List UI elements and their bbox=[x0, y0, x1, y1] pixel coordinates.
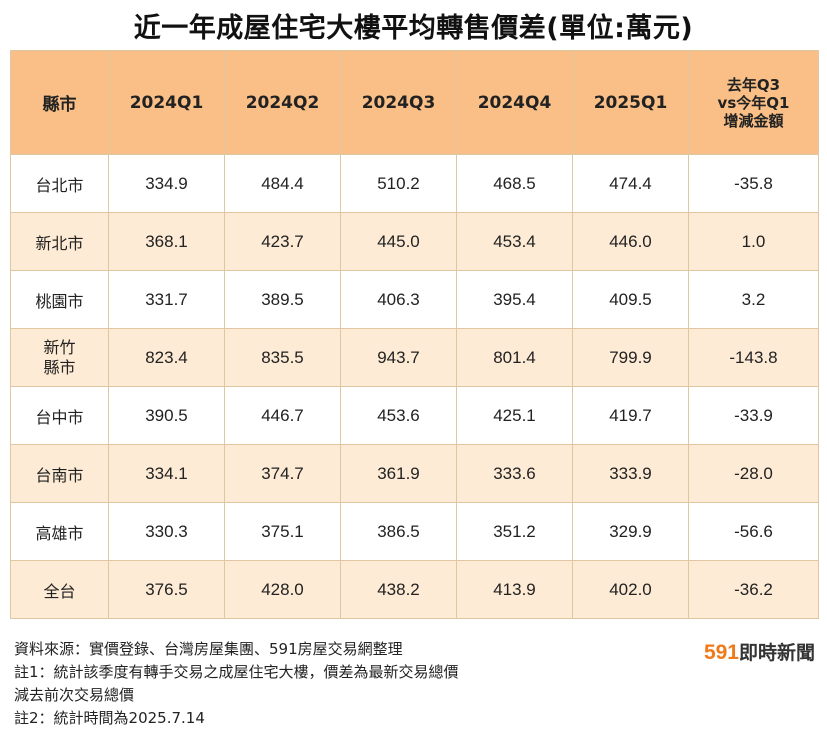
value-cell: 484.4 bbox=[224, 154, 341, 213]
value-cell: 445.0 bbox=[340, 212, 457, 271]
header-2024q4: 2024Q4 bbox=[456, 50, 573, 155]
city-cell: 台中市 bbox=[10, 386, 109, 445]
header-change: 去年Q3 vs今年Q1 增減金額 bbox=[688, 50, 819, 155]
value-cell: 329.9 bbox=[572, 502, 689, 561]
value-cell: 409.5 bbox=[572, 270, 689, 329]
city-cell: 桃園市 bbox=[10, 270, 109, 329]
price-difference-table: 縣市 2024Q1 2024Q2 2024Q3 2024Q4 2025Q1 去年… bbox=[10, 50, 819, 619]
change-cell: 1.0 bbox=[688, 212, 819, 271]
city-cell: 新竹 縣市 bbox=[10, 328, 109, 387]
header-2024q3: 2024Q3 bbox=[340, 50, 457, 155]
source-note: 資料來源：實價登錄、台灣房屋集團、591房屋交易網整理 bbox=[14, 640, 403, 658]
header-change-line: 增減金額 bbox=[723, 111, 784, 130]
value-cell: 446.7 bbox=[224, 386, 341, 445]
value-cell: 330.3 bbox=[108, 502, 225, 561]
brand-logo: 591即時新聞 bbox=[704, 638, 815, 665]
change-cell: -33.9 bbox=[688, 386, 819, 445]
note-1-line-1: 註1：統計該季度有轉手交易之成屋住宅大樓，價差為最新交易總價 bbox=[14, 663, 459, 681]
value-cell: 835.5 bbox=[224, 328, 341, 387]
value-cell: 376.5 bbox=[108, 560, 225, 619]
value-cell: 428.0 bbox=[224, 560, 341, 619]
value-cell: 943.7 bbox=[340, 328, 457, 387]
value-cell: 361.9 bbox=[340, 444, 457, 503]
value-cell: 351.2 bbox=[456, 502, 573, 561]
page-title: 近一年成屋住宅大樓平均轉售價差(單位:萬元) bbox=[133, 13, 694, 44]
value-cell: 468.5 bbox=[456, 154, 573, 213]
table-row: 高雄市 330.3 375.1 386.5 351.2 329.9 -56.6 bbox=[10, 502, 819, 561]
header-change-line: vs今年Q1 bbox=[717, 93, 790, 112]
city-cell: 新北市 bbox=[10, 212, 109, 271]
city-cell: 台南市 bbox=[10, 444, 109, 503]
change-cell: -56.6 bbox=[688, 502, 819, 561]
table-row: 台南市 334.1 374.7 361.9 333.6 333.9 -28.0 bbox=[10, 444, 819, 503]
city-name: 台中市 bbox=[35, 407, 84, 427]
value-cell: 374.7 bbox=[224, 444, 341, 503]
city-name: 台北市 bbox=[35, 175, 84, 195]
city-cell: 台北市 bbox=[10, 154, 109, 213]
change-cell: -36.2 bbox=[688, 560, 819, 619]
value-cell: 386.5 bbox=[340, 502, 457, 561]
value-cell: 446.0 bbox=[572, 212, 689, 271]
change-cell: -35.8 bbox=[688, 154, 819, 213]
value-cell: 453.6 bbox=[340, 386, 457, 445]
value-cell: 331.7 bbox=[108, 270, 225, 329]
value-cell: 425.1 bbox=[456, 386, 573, 445]
value-cell: 368.1 bbox=[108, 212, 225, 271]
value-cell: 402.0 bbox=[572, 560, 689, 619]
table-header-row: 縣市 2024Q1 2024Q2 2024Q3 2024Q4 2025Q1 去年… bbox=[10, 50, 819, 155]
value-cell: 419.7 bbox=[572, 386, 689, 445]
city-name: 新北市 bbox=[35, 233, 84, 253]
header-change-line: 去年Q3 bbox=[726, 75, 781, 94]
note-2: 註2：統計時間為2025.7.14 bbox=[14, 709, 205, 727]
table-row: 台北市 334.9 484.4 510.2 468.5 474.4 -35.8 bbox=[10, 154, 819, 213]
value-cell: 823.4 bbox=[108, 328, 225, 387]
city-cell: 全台 bbox=[10, 560, 109, 619]
value-cell: 375.1 bbox=[224, 502, 341, 561]
header-2025q1: 2025Q1 bbox=[572, 50, 689, 155]
table-row: 全台 376.5 428.0 438.2 413.9 402.0 -36.2 bbox=[10, 560, 819, 619]
brand-text: 即時新聞 bbox=[738, 642, 815, 664]
city-cell: 高雄市 bbox=[10, 502, 109, 561]
value-cell: 474.4 bbox=[572, 154, 689, 213]
header-2024q2: 2024Q2 bbox=[224, 50, 341, 155]
change-cell: -143.8 bbox=[688, 328, 819, 387]
value-cell: 413.9 bbox=[456, 560, 573, 619]
city-name: 縣市 bbox=[43, 357, 76, 377]
city-name: 高雄市 bbox=[35, 523, 84, 543]
value-cell: 334.9 bbox=[108, 154, 225, 213]
header-city: 縣市 bbox=[10, 50, 109, 155]
value-cell: 333.9 bbox=[572, 444, 689, 503]
city-name: 桃園市 bbox=[35, 291, 84, 311]
value-cell: 406.3 bbox=[340, 270, 457, 329]
value-cell: 438.2 bbox=[340, 560, 457, 619]
brand-number: 591 bbox=[703, 641, 739, 664]
table-row: 新竹 縣市 823.4 835.5 943.7 801.4 799.9 -143.8 bbox=[10, 328, 819, 387]
value-cell: 390.5 bbox=[108, 386, 225, 445]
change-cell: -28.0 bbox=[688, 444, 819, 503]
value-cell: 389.5 bbox=[224, 270, 341, 329]
table-row: 新北市 368.1 423.7 445.0 453.4 446.0 1.0 bbox=[10, 212, 819, 271]
city-name: 台南市 bbox=[35, 465, 84, 485]
table-row: 台中市 390.5 446.7 453.6 425.1 419.7 -33.9 bbox=[10, 386, 819, 445]
value-cell: 453.4 bbox=[456, 212, 573, 271]
city-name: 全台 bbox=[43, 581, 76, 601]
note-1-line-2: 減去前次交易總價 bbox=[14, 686, 135, 704]
value-cell: 799.9 bbox=[572, 328, 689, 387]
value-cell: 334.1 bbox=[108, 444, 225, 503]
table-row: 桃園市 331.7 389.5 406.3 395.4 409.5 3.2 bbox=[10, 270, 819, 329]
value-cell: 395.4 bbox=[456, 270, 573, 329]
header-2024q1: 2024Q1 bbox=[108, 50, 225, 155]
change-cell: 3.2 bbox=[688, 270, 819, 329]
city-name: 新竹 bbox=[43, 337, 76, 357]
value-cell: 333.6 bbox=[456, 444, 573, 503]
value-cell: 510.2 bbox=[340, 154, 457, 213]
value-cell: 801.4 bbox=[456, 328, 573, 387]
value-cell: 423.7 bbox=[224, 212, 341, 271]
